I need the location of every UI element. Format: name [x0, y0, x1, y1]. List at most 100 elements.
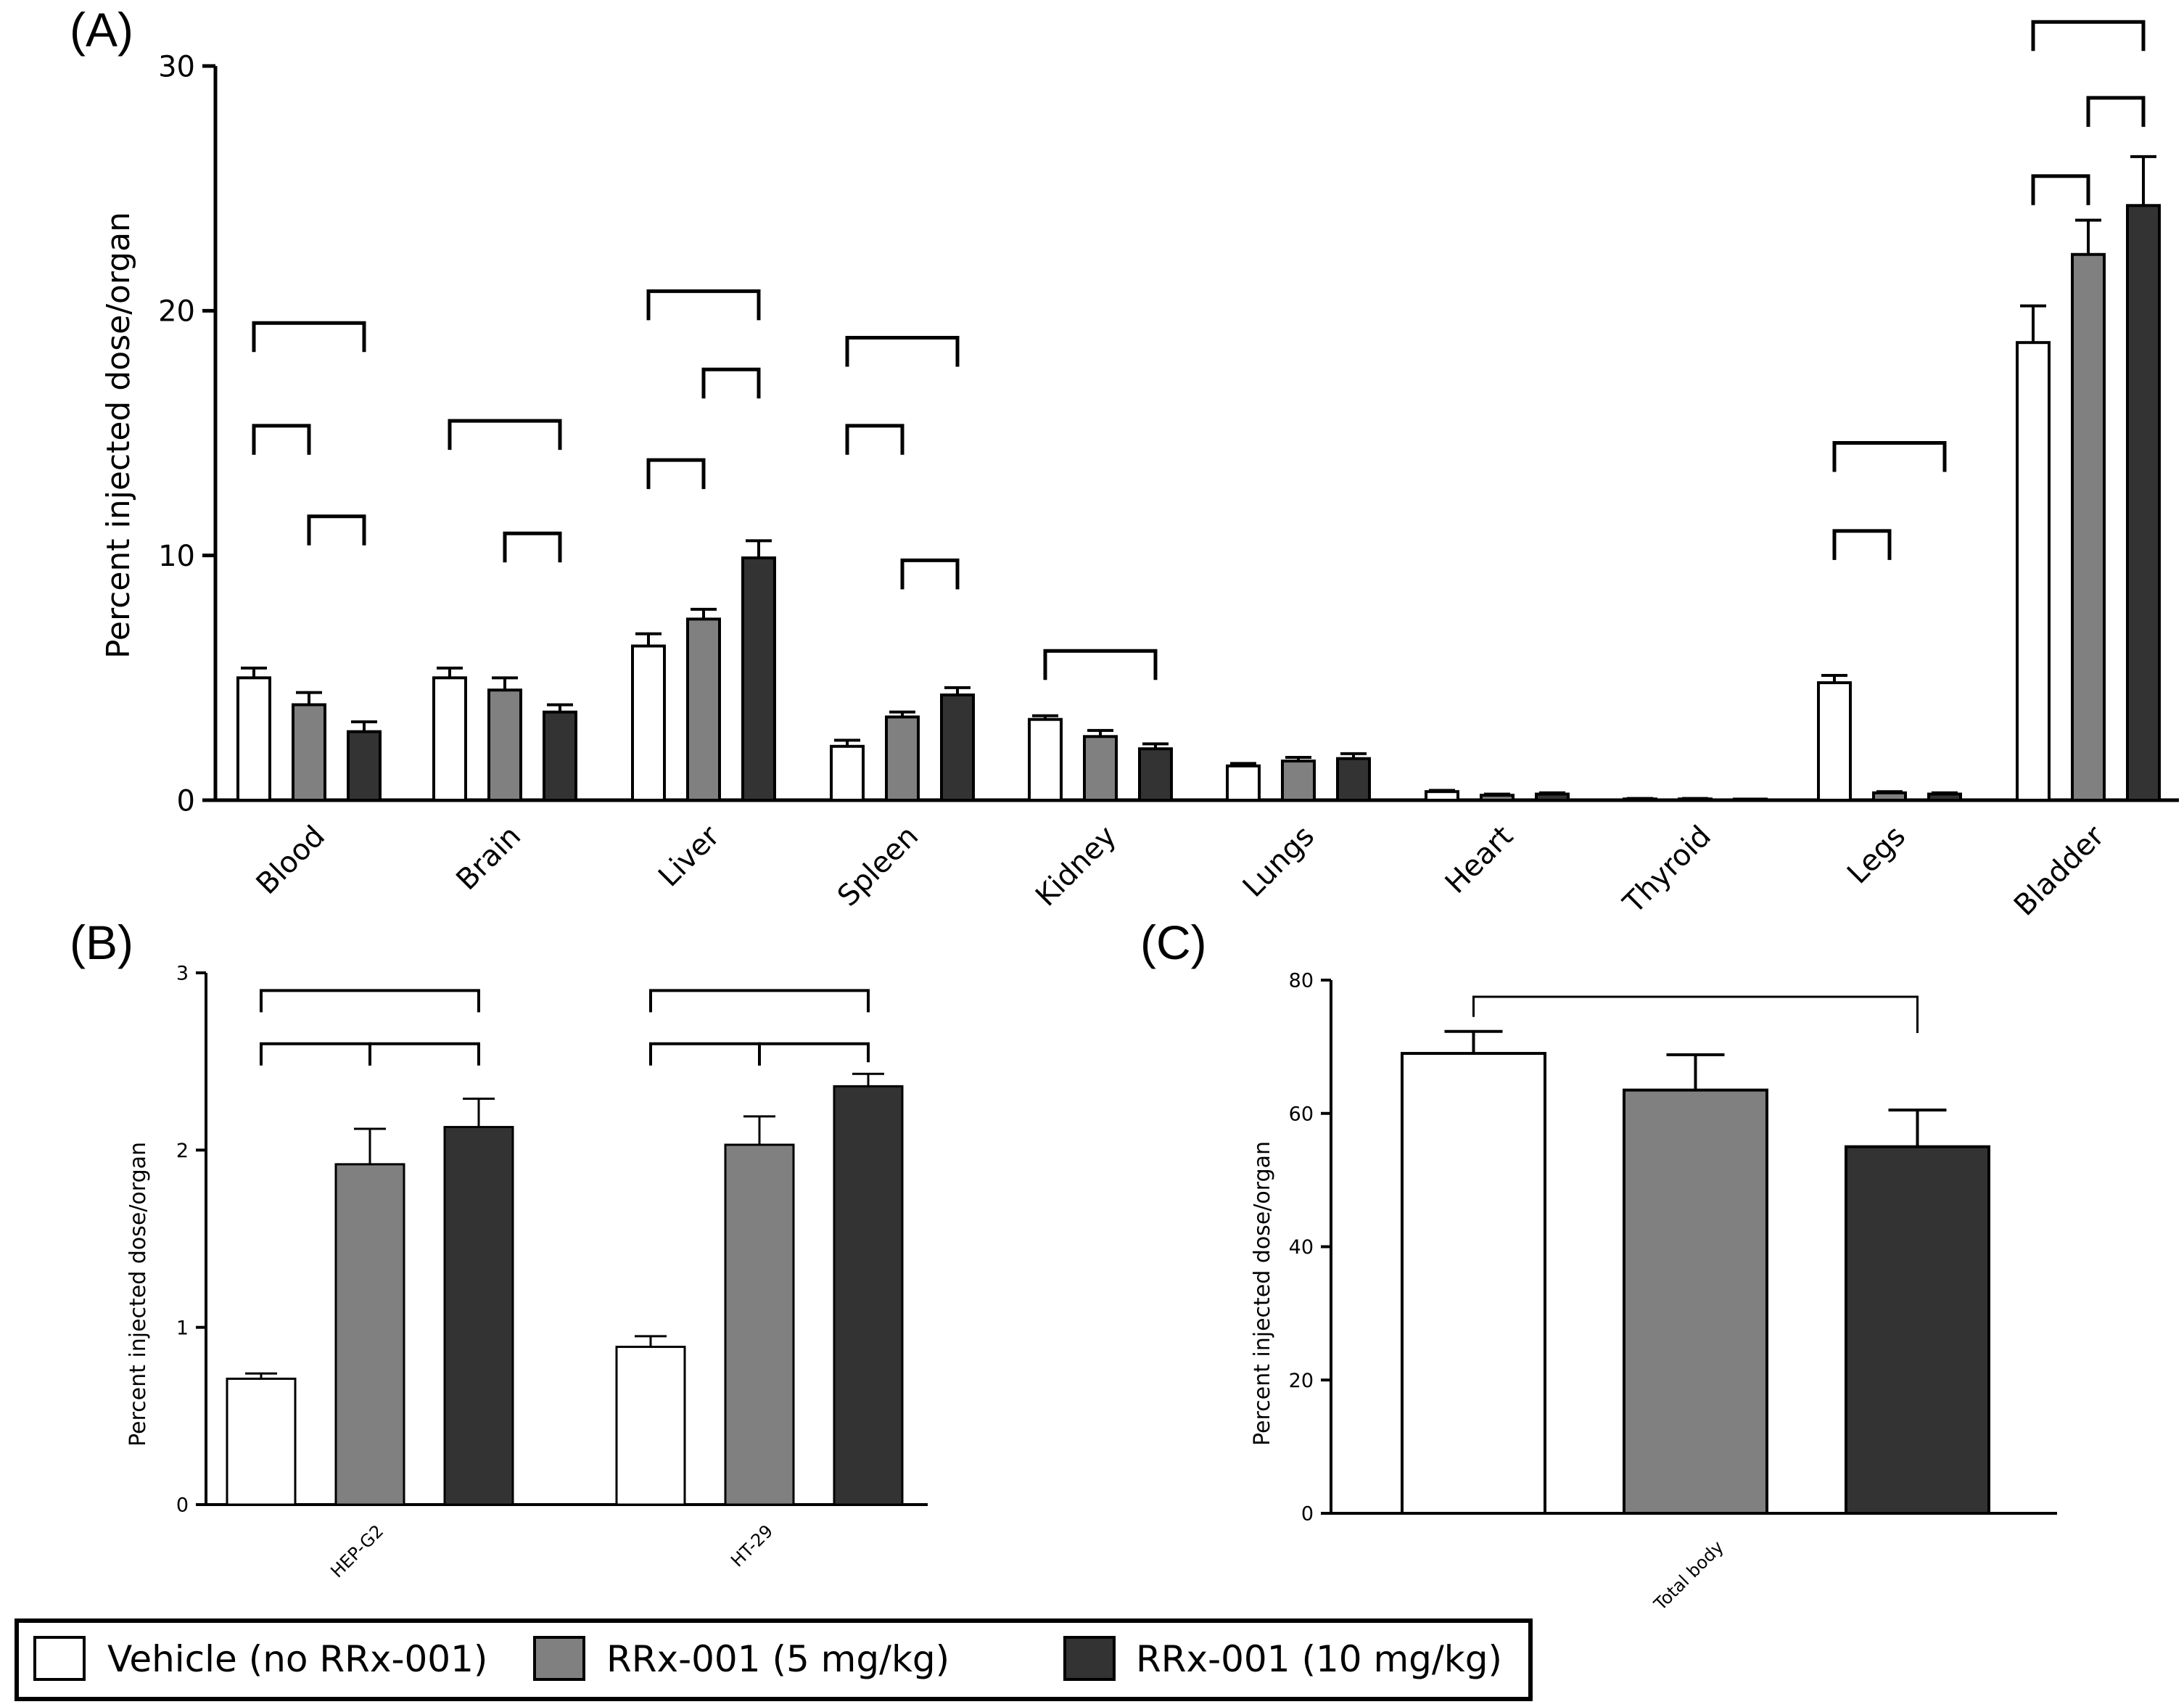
panel-label-c: (C) — [1140, 916, 1207, 969]
bar-spleen-vehicle-no-rrx-001 — [830, 744, 865, 802]
bar-kidney-rrx-001-5-mg-kg — [1083, 735, 1118, 802]
bar-lungs-rrx-001-5-mg-kg — [1281, 760, 1316, 802]
significance-bracket — [368, 1042, 480, 1066]
significance-bracket — [260, 1042, 371, 1066]
bar-heart-vehicle-no-rrx-001 — [1425, 790, 1459, 802]
bar-ht-29-rrx-001-5-mg-kg — [724, 1143, 795, 1506]
legend-swatch-10mg — [1063, 1636, 1116, 1681]
bar-heart-rrx-001-5-mg-kg — [1480, 794, 1515, 802]
significance-bracket — [1832, 529, 1892, 560]
legend-label-5mg: RRx-001 (5 mg/kg) — [606, 1638, 949, 1680]
bar-liver-rrx-001-5-mg-kg — [686, 617, 721, 802]
significance-bracket — [845, 424, 904, 455]
bar-total-body-rrx-001-5-mg-kg — [1623, 1088, 1768, 1515]
significance-bracket — [503, 531, 562, 563]
y-tick-label: 80 — [1289, 970, 1314, 992]
bar-ht-29-vehicle-no-rrx-001 — [615, 1346, 686, 1506]
y-tick-label: 3 — [176, 963, 189, 985]
significance-bracket — [1472, 995, 1919, 1033]
y-tick-label: 1 — [176, 1317, 189, 1339]
y-tick-label: 0 — [176, 1494, 189, 1517]
y-axis-title-c: Percent injected dose/organ — [1250, 1141, 1275, 1446]
bar-thyroid-rrx-001-10-mg-kg — [1733, 797, 1768, 802]
category-label-heart: Heart — [1439, 820, 1520, 900]
category-label-total-body: Total body — [1649, 1537, 1728, 1615]
panel-b-chart: 0 1 2 3 HEP-G2 HT-29 — [176, 963, 928, 1581]
significance-bracket — [900, 558, 960, 590]
category-label-legs: Legs — [1841, 820, 1912, 891]
bar-lungs-vehicle-no-rrx-001 — [1226, 764, 1261, 802]
bar-heart-rrx-001-10-mg-kg — [1535, 792, 1570, 802]
category-label-liver: Liver — [652, 819, 726, 893]
panel-c-chart: 0 20 40 60 80 Total body — [1289, 970, 2057, 1615]
significance-bracket — [649, 989, 870, 1013]
bar-blood-rrx-001-10-mg-kg — [347, 730, 382, 802]
category-label-lungs: Lungs — [1237, 820, 1321, 904]
legend: Vehicle (no RRx-001) RRx-001 (5 mg/kg) R… — [15, 1618, 1533, 1701]
bar-total-body-vehicle-no-rrx-001 — [1401, 1052, 1546, 1515]
legend-swatch-5mg — [533, 1636, 585, 1681]
y-tick-label: 40 — [1289, 1236, 1314, 1259]
bar-legs-rrx-001-10-mg-kg — [1927, 792, 1962, 802]
significance-bracket — [758, 1042, 870, 1066]
bar-bladder-rrx-001-5-mg-kg — [2071, 252, 2106, 802]
y-tick-label: 0 — [177, 784, 195, 818]
bar-kidney-vehicle-no-rrx-001 — [1028, 717, 1063, 802]
y-tick-label: 20 — [158, 295, 195, 329]
bar-brain-rrx-001-10-mg-kg — [543, 710, 577, 802]
significance-bracket — [646, 289, 761, 321]
significance-bracket — [307, 514, 366, 546]
bar-liver-rrx-001-10-mg-kg — [741, 556, 776, 802]
category-label-spleen: Spleen — [831, 820, 925, 913]
significance-bracket — [2031, 20, 2146, 52]
y-tick-label: 20 — [1289, 1370, 1314, 1392]
significance-bracket — [646, 458, 706, 490]
legend-label-vehicle: Vehicle (no RRx-001) — [107, 1638, 487, 1680]
y-tick-label: 10 — [158, 540, 195, 573]
category-label-blood: Blood — [250, 820, 331, 901]
bar-bladder-vehicle-no-rrx-001 — [2016, 341, 2051, 802]
bar-total-body-rrx-001-10-mg-kg — [1845, 1145, 1990, 1515]
bar-hep-g2-rrx-001-5-mg-kg — [334, 1163, 405, 1506]
bar-lungs-rrx-001-10-mg-kg — [1336, 757, 1371, 802]
y-axis-title-b: Percent injected dose/organ — [125, 1142, 151, 1447]
significance-bracket — [252, 321, 366, 353]
bar-brain-rrx-001-5-mg-kg — [487, 688, 522, 802]
legend-label-10mg: RRx-001 (10 mg/kg) — [1136, 1638, 1502, 1680]
y-tick-label: 2 — [176, 1140, 189, 1162]
category-label-brain: Brain — [450, 820, 527, 897]
category-label-hep-g2: HEP-G2 — [326, 1521, 387, 1581]
bar-brain-vehicle-no-rrx-001 — [432, 676, 467, 802]
significance-bracket — [2086, 96, 2146, 127]
y-tick-label: 30 — [158, 50, 195, 83]
category-label-thyroid: Thyroid — [1617, 820, 1718, 921]
panel-label-b: (B) — [70, 916, 133, 969]
legend-swatch-vehicle — [33, 1636, 86, 1681]
significance-bracket — [260, 989, 480, 1013]
significance-bracket — [252, 424, 311, 455]
y-axis-title-a: Percent injected dose/organ — [100, 212, 137, 659]
significance-bracket — [845, 335, 960, 367]
significance-bracket — [649, 1042, 761, 1066]
bar-liver-vehicle-no-rrx-001 — [631, 644, 666, 802]
bar-bladder-rrx-001-10-mg-kg — [2126, 204, 2161, 802]
significance-bracket — [2031, 174, 2090, 205]
y-tick-label: 0 — [1301, 1503, 1314, 1526]
bar-spleen-rrx-001-10-mg-kg — [940, 693, 975, 802]
panel-a-chart: 0 10 20 30 Blood Brain Liver Spleen Kidney Lungs H… — [158, 20, 2179, 923]
y-tick-label: 60 — [1289, 1103, 1314, 1125]
bar-spleen-rrx-001-5-mg-kg — [885, 715, 920, 802]
category-label-kidney: Kidney — [1029, 820, 1123, 913]
bar-legs-rrx-001-5-mg-kg — [1872, 791, 1907, 802]
significance-bracket — [448, 419, 562, 451]
bar-hep-g2-vehicle-no-rrx-001 — [226, 1378, 297, 1506]
bar-legs-vehicle-no-rrx-001 — [1817, 681, 1852, 802]
significance-bracket — [1832, 440, 1947, 472]
bar-blood-vehicle-no-rrx-001 — [236, 676, 271, 802]
significance-bracket — [1043, 649, 1158, 680]
category-label-ht-29: HT-29 — [727, 1521, 777, 1571]
bar-ht-29-rrx-001-10-mg-kg — [833, 1085, 904, 1506]
bar-kidney-rrx-001-10-mg-kg — [1138, 747, 1173, 802]
bar-blood-rrx-001-5-mg-kg — [292, 703, 326, 802]
